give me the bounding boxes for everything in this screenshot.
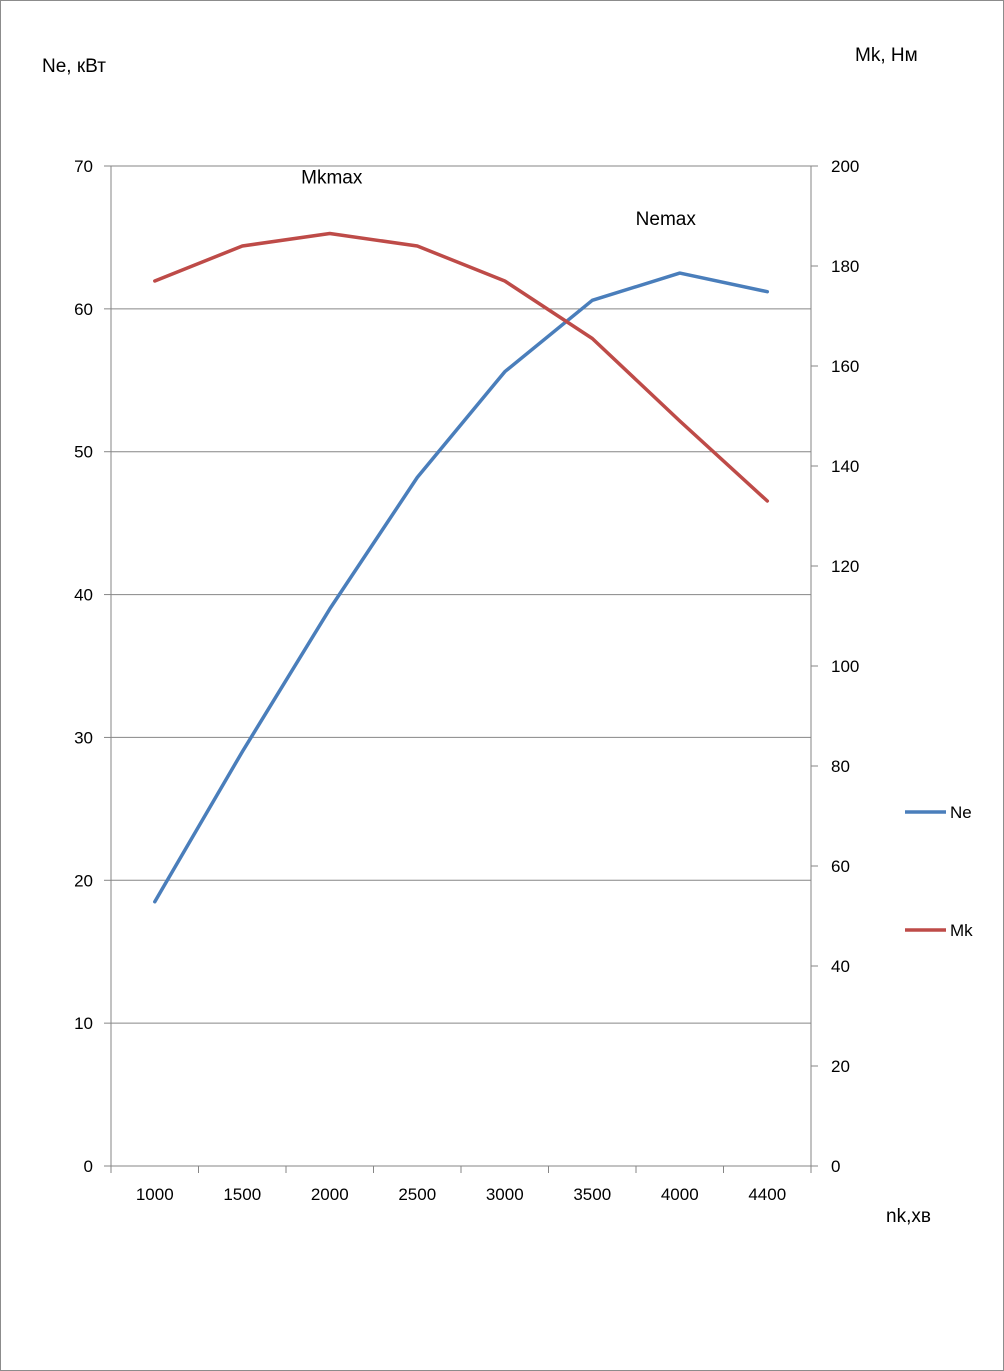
y2-tick-label: 0 — [831, 1157, 840, 1176]
y-tick-label: 0 — [84, 1157, 93, 1176]
x-tick-label: 2000 — [311, 1185, 349, 1204]
x-tick-label: 1500 — [223, 1185, 261, 1204]
x-axis-title: nk,хв — [886, 1206, 931, 1227]
y2-tick-label: 180 — [831, 257, 859, 276]
y-tick-label: 30 — [74, 728, 93, 747]
y-tick-label: 60 — [74, 300, 93, 319]
annotations: Mkmax Nemax — [301, 168, 696, 231]
x-tick-label: 2500 — [398, 1185, 436, 1204]
y2-tick-label: 140 — [831, 457, 859, 476]
x-tick-label: 3500 — [573, 1185, 611, 1204]
y-tick-label: 70 — [74, 157, 93, 176]
y-axis-title: Ne, кВт — [42, 56, 106, 77]
y-tick-label: 10 — [74, 1014, 93, 1033]
y2-tick-label: 40 — [831, 957, 850, 976]
x-tick-label: 4000 — [661, 1185, 699, 1204]
grid-lines — [111, 165, 811, 1024]
y2-tick-label: 60 — [831, 857, 850, 876]
x-tick-label: 1000 — [136, 1185, 174, 1204]
y2-tick-label: 160 — [831, 357, 859, 376]
series-line-ne — [153, 271, 770, 904]
tick-labels: 0 10 20 30 40 50 60 70 0 20 40 60 80 100 120 140 160 180 2… — [74, 157, 859, 1204]
y-tick-label: 20 — [74, 871, 93, 890]
annotation-nemax: Nemax — [636, 209, 697, 230]
axes — [104, 165, 818, 1173]
legend-label-mk: Mk — [950, 921, 973, 940]
y-tick-label: 40 — [74, 586, 93, 605]
y2-axis-title: Mk, Нм — [855, 45, 918, 66]
y2-tick-label: 100 — [831, 657, 859, 676]
y2-tick-label: 120 — [831, 557, 859, 576]
series-lines — [153, 231, 770, 904]
x-tick-label: 4400 — [748, 1185, 786, 1204]
y2-tick-label: 80 — [831, 757, 850, 776]
y2-tick-label: 20 — [831, 1057, 850, 1076]
legend-label-ne: Ne — [950, 803, 972, 822]
y2-tick-label: 200 — [831, 157, 859, 176]
series-line-mk — [153, 231, 770, 503]
y-tick-label: 50 — [74, 443, 93, 462]
annotation-mkmax: Mkmax — [301, 168, 363, 189]
legend: Ne Mk — [905, 803, 973, 940]
x-tick-label: 3000 — [486, 1185, 524, 1204]
